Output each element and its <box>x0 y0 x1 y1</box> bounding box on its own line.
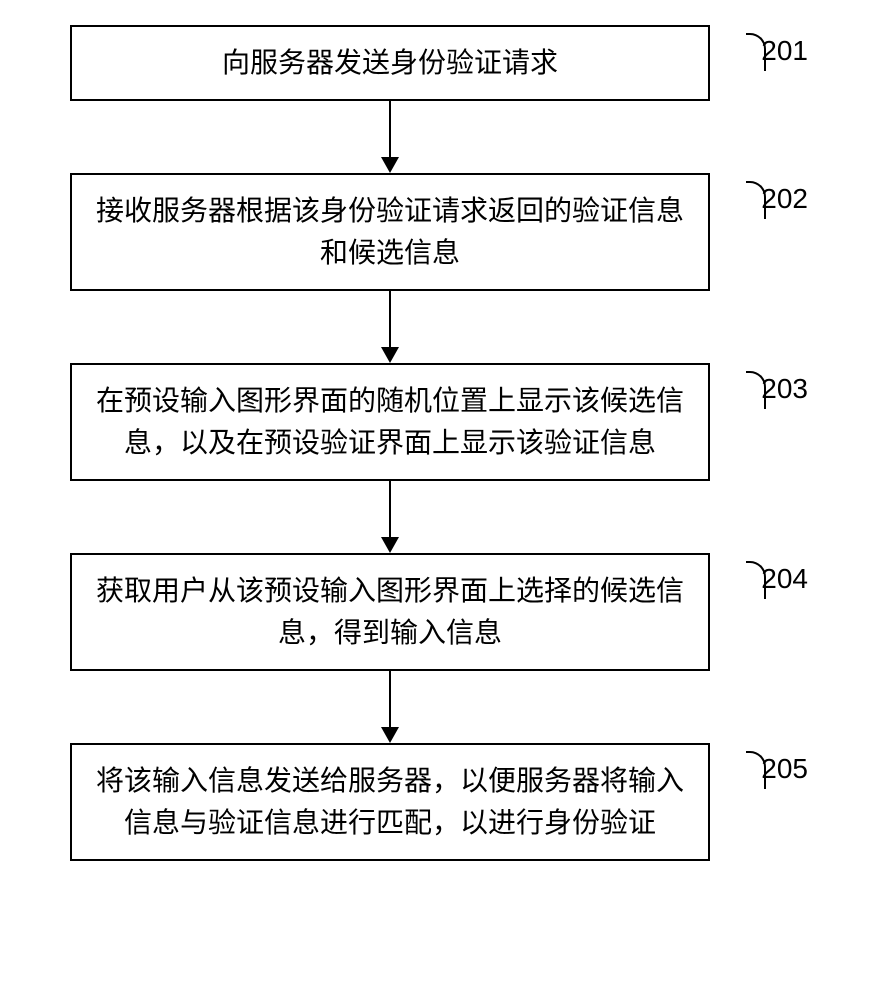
arrow-line <box>389 671 391 731</box>
step-text-201: 向服务器发送身份验证请求 <box>222 42 558 84</box>
step-text-203: 在预设输入图形界面的随机位置上显示该候选信息，以及在预设验证界面上显示该验证信息 <box>92 380 688 464</box>
arrow-head-icon <box>381 157 399 173</box>
arrow-1 <box>70 101 710 173</box>
arrow-line <box>389 101 391 161</box>
step-text-202: 接收服务器根据该身份验证请求返回的验证信息和候选信息 <box>92 190 688 274</box>
step-label-202: 202 <box>761 183 808 215</box>
step-text-205: 将该输入信息发送给服务器，以便服务器将输入信息与验证信息进行匹配，以进行身份验证 <box>92 760 688 844</box>
arrow-line <box>389 481 391 541</box>
step-label-203: 203 <box>761 373 808 405</box>
step-box-205: 将该输入信息发送给服务器，以便服务器将输入信息与验证信息进行匹配，以进行身份验证… <box>70 743 710 861</box>
step-label-204: 204 <box>761 563 808 595</box>
step-label-201: 201 <box>761 35 808 67</box>
arrow-line <box>389 291 391 351</box>
arrow-2 <box>70 291 710 363</box>
step-box-203: 在预设输入图形界面的随机位置上显示该候选信息，以及在预设验证界面上显示该验证信息… <box>70 363 710 481</box>
arrow-head-icon <box>381 347 399 363</box>
arrow-head-icon <box>381 727 399 743</box>
flowchart-container: 向服务器发送身份验证请求 201 接收服务器根据该身份验证请求返回的验证信息和候… <box>70 25 820 861</box>
step-box-204: 获取用户从该预设输入图形界面上选择的候选信息，得到输入信息 204 <box>70 553 710 671</box>
step-text-204: 获取用户从该预设输入图形界面上选择的候选信息，得到输入信息 <box>92 570 688 654</box>
arrow-head-icon <box>381 537 399 553</box>
step-box-202: 接收服务器根据该身份验证请求返回的验证信息和候选信息 202 <box>70 173 710 291</box>
step-box-201: 向服务器发送身份验证请求 201 <box>70 25 710 101</box>
step-label-205: 205 <box>761 753 808 785</box>
arrow-4 <box>70 671 710 743</box>
arrow-3 <box>70 481 710 553</box>
